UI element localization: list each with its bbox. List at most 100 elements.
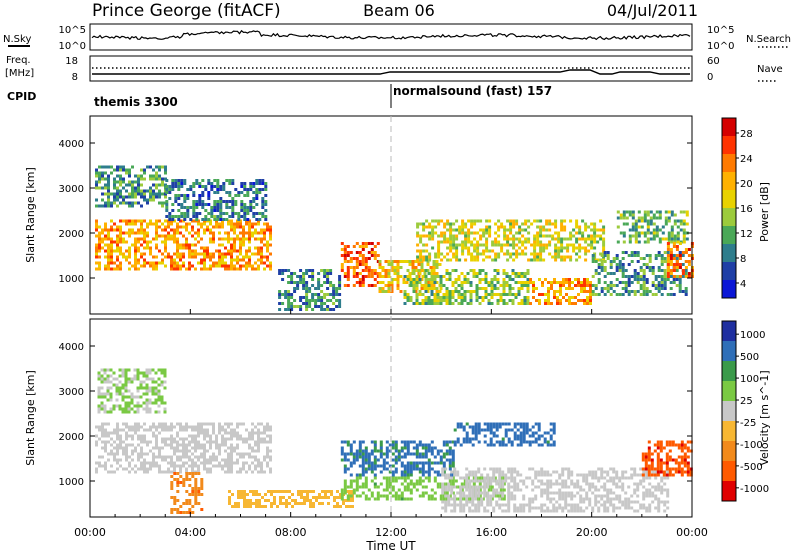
data-cell [95, 461, 98, 465]
data-cell [119, 246, 122, 250]
data-cell [185, 222, 188, 226]
data-cell [558, 494, 562, 498]
data-cell [518, 225, 522, 229]
data-cell [134, 174, 137, 178]
data-cell [191, 255, 194, 259]
data-cell [308, 269, 312, 272]
data-cell [203, 258, 206, 262]
data-cell [370, 461, 374, 465]
data-cell [385, 455, 389, 459]
data-cell [470, 252, 474, 256]
data-cell [543, 440, 547, 444]
data-cell [633, 269, 637, 272]
data-cell [188, 508, 192, 511]
data-cell [452, 237, 456, 241]
data-cell [243, 203, 247, 206]
data-cell [161, 240, 164, 244]
data-cell [192, 182, 196, 185]
data-cell [561, 506, 565, 510]
data-cell [594, 284, 598, 287]
data-cell [236, 443, 239, 447]
data-cell [124, 383, 128, 387]
data-cell [562, 278, 565, 281]
data-cell [239, 437, 242, 441]
data-cell [173, 264, 176, 268]
data-cell [161, 222, 164, 226]
data-cell [430, 275, 434, 278]
data-cell [143, 189, 146, 193]
data-cell [324, 493, 327, 496]
data-cell [97, 404, 101, 408]
data-cell [476, 243, 480, 247]
data-cell [554, 231, 558, 235]
data-cell [420, 266, 424, 269]
data-cell [191, 225, 194, 229]
data-cell [424, 284, 428, 287]
data-cell [107, 237, 110, 241]
data-cell [496, 278, 500, 281]
data-cell [597, 488, 601, 492]
data-cell [493, 284, 497, 287]
data-cell [339, 493, 342, 496]
data-cell [249, 206, 253, 209]
data-cell [490, 497, 494, 501]
data-cell [528, 428, 532, 432]
data-cell [501, 470, 505, 474]
data-cell [471, 437, 475, 441]
data-cell [198, 182, 202, 185]
data-cell [104, 446, 107, 450]
data-cell [382, 488, 386, 492]
data-cell [501, 494, 505, 498]
data-cell [278, 272, 282, 275]
data-cell [140, 174, 143, 178]
data-cell [577, 278, 580, 281]
data-cell [146, 165, 149, 169]
data-cell [572, 234, 576, 238]
data-cell [343, 491, 347, 495]
data-cell [373, 485, 377, 489]
data-cell [551, 222, 555, 226]
data-cell [263, 243, 266, 247]
data-cell [502, 278, 506, 281]
data-cell [364, 485, 368, 489]
data-cell [302, 287, 306, 290]
data-cell [218, 431, 221, 435]
data-cell [255, 203, 259, 206]
data-cell [109, 380, 113, 384]
data-cell [484, 275, 488, 278]
velocity-panel [95, 368, 693, 514]
data-cell [400, 455, 404, 459]
data-cell [242, 243, 245, 247]
data-cell [581, 219, 585, 223]
data-cell [451, 482, 455, 486]
data-cell [151, 377, 155, 381]
data-cell [643, 216, 647, 220]
data-cell [643, 240, 647, 244]
data-cell [185, 422, 188, 426]
data-cell [110, 225, 113, 229]
data-cell [209, 455, 212, 459]
data-cell [576, 506, 580, 510]
data-cell [444, 476, 448, 480]
data-cell [160, 395, 164, 399]
data-cell [349, 266, 353, 269]
data-cell [474, 494, 478, 498]
data-cell [260, 470, 263, 474]
data-cell [245, 461, 248, 465]
data-cell [254, 449, 257, 453]
data-cell [522, 503, 526, 507]
data-cell [471, 425, 475, 429]
data-cell [391, 473, 395, 477]
data-cell [391, 443, 395, 447]
data-cell [216, 182, 220, 185]
data-cell [104, 440, 107, 444]
data-cell [155, 255, 158, 259]
data-cell [191, 228, 194, 232]
data-cell [118, 386, 122, 390]
data-cell [461, 246, 465, 250]
data-cell [390, 269, 394, 272]
data-cell [675, 263, 679, 266]
data-cell [542, 258, 546, 262]
data-cell [490, 302, 494, 305]
data-cell [98, 180, 101, 184]
